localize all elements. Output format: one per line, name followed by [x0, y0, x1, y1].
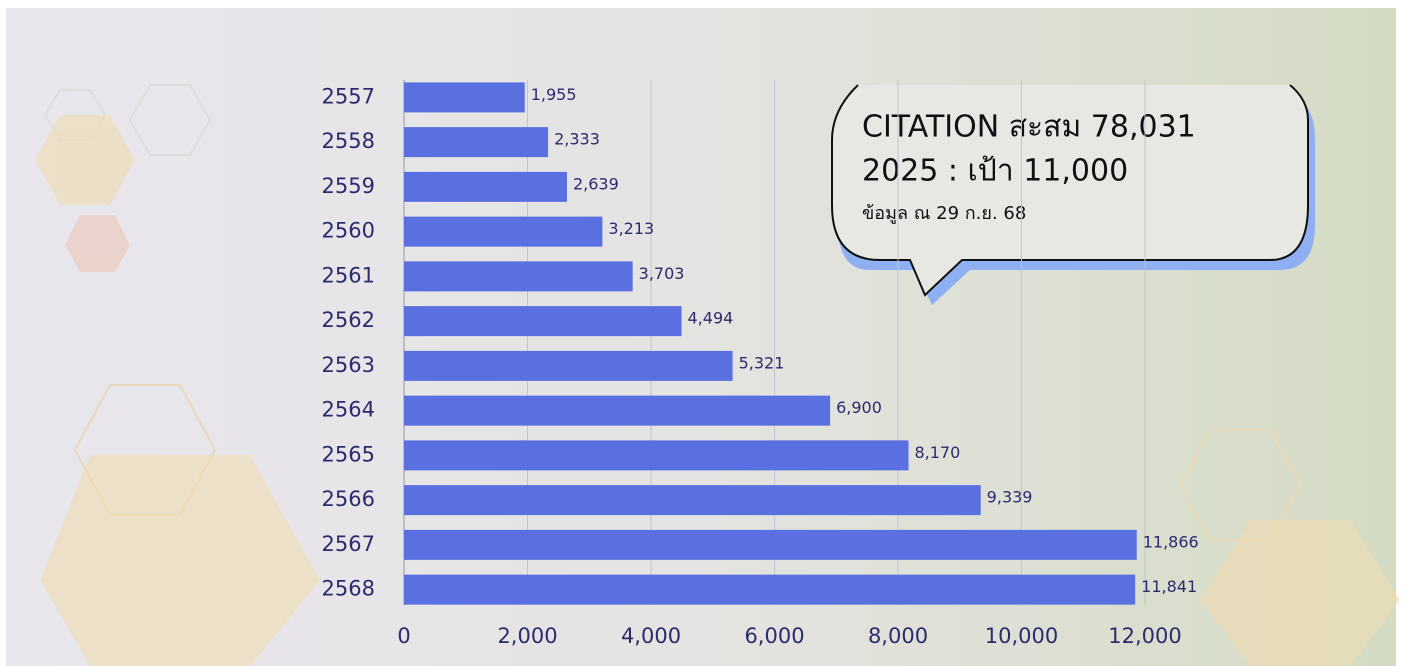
data-label: 8,170	[914, 443, 960, 462]
data-label: 6,900	[836, 398, 882, 417]
bar	[404, 350, 733, 381]
annotation: 2025 : เป้า 11,000	[862, 154, 1128, 189]
y-tick-label: 2562	[322, 308, 375, 332]
y-tick-label: 2560	[322, 219, 375, 243]
bar	[404, 574, 1136, 605]
data-label: 4,494	[688, 309, 734, 328]
bar	[404, 127, 549, 158]
x-tick-label: 0	[397, 624, 410, 648]
data-label: 2,333	[554, 130, 600, 149]
x-tick-label: 4,000	[621, 624, 681, 648]
data-label: 9,339	[987, 488, 1033, 507]
y-tick-label: 2566	[322, 487, 375, 511]
bar	[404, 82, 525, 113]
y-tick-label: 2565	[322, 442, 375, 466]
data-label: 3,213	[608, 219, 654, 238]
bar	[404, 261, 633, 292]
data-label: 3,703	[639, 264, 685, 283]
y-tick-label: 2557	[322, 84, 375, 108]
y-tick-label: 2568	[322, 577, 375, 601]
x-tick-label: 8,000	[868, 624, 928, 648]
annotation: CITATION สะสม 78,031	[862, 110, 1196, 145]
bar	[404, 395, 831, 426]
data-label: 11,866	[1143, 532, 1199, 551]
y-tick-label: 2567	[322, 532, 375, 556]
y-tick-label: 2563	[322, 353, 375, 377]
callout: CITATION สะสม 78,031 2025 : เป้า 11,000 …	[831, 84, 1315, 305]
y-tick-label: 2561	[322, 263, 375, 287]
bar	[404, 306, 682, 337]
data-label: 1,955	[531, 85, 577, 104]
bar	[404, 529, 1137, 560]
bar	[404, 440, 909, 471]
annotation: ข้อมูล ณ 29 ก.ย. 68	[862, 203, 1026, 224]
x-tick-label: 12,000	[1108, 624, 1181, 648]
callout-bubble	[831, 84, 1309, 297]
x-tick-label: 10,000	[985, 624, 1058, 648]
y-tick-label: 2564	[322, 398, 375, 422]
plot: 0 2,000 4,000 6,000 8,000 10,000 12,000 2557 1,9…	[322, 80, 1199, 648]
y-tick-label: 2559	[322, 174, 375, 198]
x-tick-label: 6,000	[744, 624, 804, 648]
data-label: 2,639	[573, 174, 619, 193]
x-tick-label: 2,000	[497, 624, 557, 648]
data-label: 5,321	[739, 353, 785, 372]
data-label: 11,841	[1141, 577, 1197, 596]
bar	[404, 171, 567, 202]
y-tick-label: 2558	[322, 129, 375, 153]
bar	[404, 216, 603, 247]
bar	[404, 485, 981, 516]
decoration	[35, 115, 1400, 666]
